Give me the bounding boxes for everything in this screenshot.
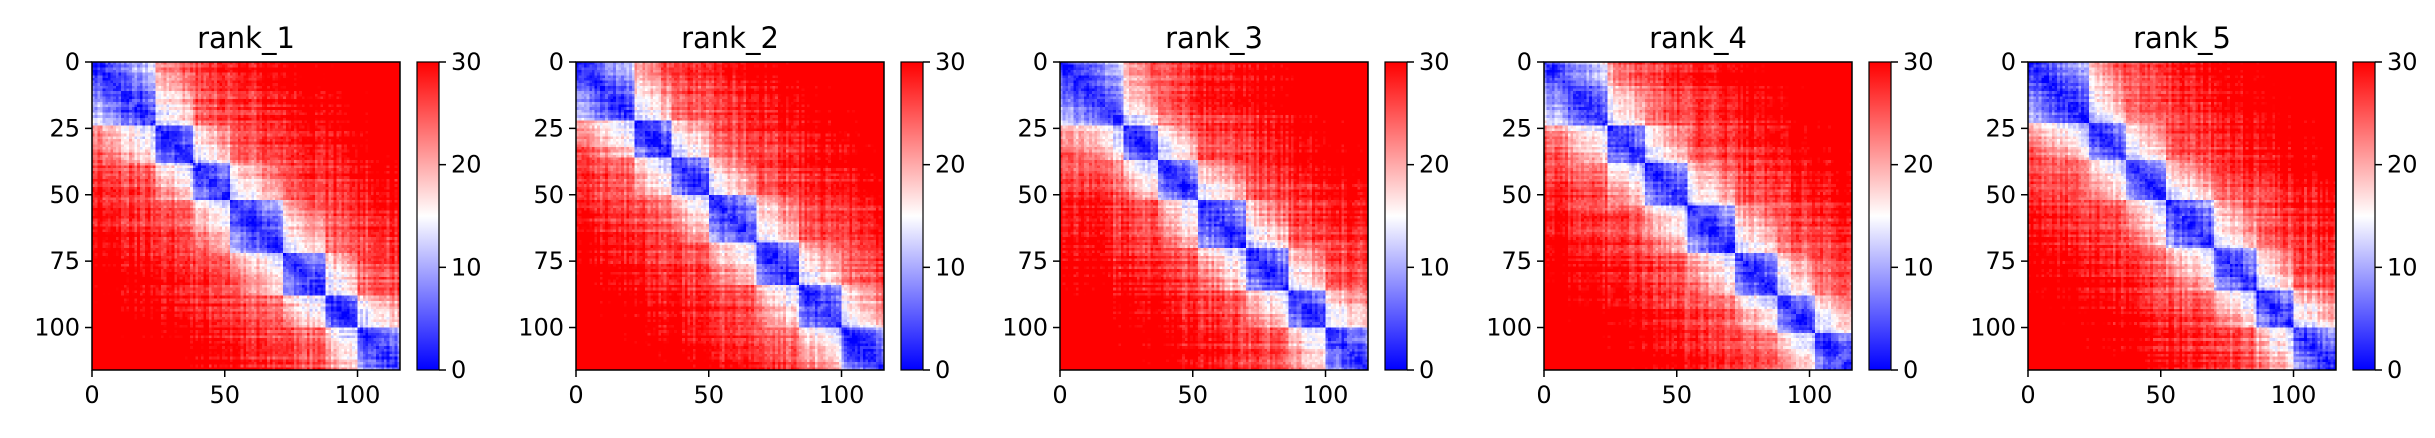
heatmap-panel-1: rank_1 0 50 100 0 25 50 75 100 0 10 20 30	[34, 21, 481, 409]
heatmap-panel-4: rank_4 0 50 100 0 25 50 75 100 0 10 20 30	[1486, 21, 1933, 409]
y-tick-label: 0	[549, 48, 564, 76]
y-tick-label: 0	[2001, 48, 2016, 76]
colorbar-tick-label: 10	[1903, 253, 1934, 281]
colorbar	[2352, 61, 2376, 371]
colorbar-tick-label: 20	[935, 151, 966, 179]
axes-frame	[91, 61, 401, 371]
y-tick-label: 50	[1985, 181, 2016, 209]
x-tick-label: 50	[693, 381, 724, 409]
heatmap-image	[1060, 62, 1368, 370]
x-tick-label: 0	[84, 381, 99, 409]
y-tick-label: 50	[1017, 181, 1048, 209]
axes-frame	[2027, 61, 2337, 371]
colorbar-tick-label: 30	[935, 48, 966, 76]
y-tick-label: 100	[34, 314, 80, 342]
axes-frame	[575, 61, 885, 371]
y-tick-label: 25	[1017, 114, 1048, 142]
colorbar-tick-label: 0	[1903, 356, 1918, 384]
y-tick-label: 25	[49, 114, 80, 142]
colorbar-tick-label: 20	[1419, 151, 1450, 179]
colorbar-tick-label: 0	[1419, 356, 1434, 384]
colorbar-tick-label: 0	[451, 356, 466, 384]
heatmap-image	[1544, 62, 1852, 370]
x-tick-label: 100	[335, 381, 381, 409]
heatmap-image	[2028, 62, 2336, 370]
colorbar-tick-label: 0	[935, 356, 950, 384]
x-tick-label: 100	[1787, 381, 1833, 409]
colorbar-tick-label: 10	[1419, 253, 1450, 281]
axes-frame	[1543, 61, 1853, 371]
colorbar	[1868, 61, 1892, 371]
y-tick-label: 50	[533, 181, 564, 209]
colorbar-tick-label: 20	[1903, 151, 1934, 179]
heatmap-panel-3: rank_3 0 50 100 0 25 50 75 100 0 10 20 30	[1002, 21, 1449, 409]
x-tick-label: 100	[1303, 381, 1349, 409]
heatmap-image	[92, 62, 400, 370]
x-tick-label: 0	[1536, 381, 1551, 409]
chart-title: rank_4	[1649, 21, 1747, 55]
heatmap-panel-2: rank_2 0 50 100 0 25 50 75 100 0 10 20 30	[518, 21, 965, 409]
chart-title: rank_2	[681, 21, 779, 55]
colorbar	[900, 61, 924, 371]
colorbar-tick-label: 30	[1903, 48, 1934, 76]
colorbar-tick-label: 0	[2387, 356, 2402, 384]
y-tick-label: 25	[1501, 114, 1532, 142]
y-tick-label: 100	[518, 314, 564, 342]
axes-frame	[1059, 61, 1369, 371]
y-tick-label: 75	[1985, 247, 2016, 275]
y-tick-label: 0	[65, 48, 80, 76]
y-tick-label: 50	[1501, 181, 1532, 209]
x-tick-label: 0	[1052, 381, 1067, 409]
chart-title: rank_3	[1165, 21, 1263, 55]
y-tick-label: 0	[1517, 48, 1532, 76]
y-tick-label: 100	[1486, 314, 1532, 342]
colorbar	[1384, 61, 1408, 371]
y-tick-label: 75	[1501, 247, 1532, 275]
y-tick-label: 25	[533, 114, 564, 142]
y-tick-label: 100	[1970, 314, 2016, 342]
colorbar-tick-label: 20	[2387, 151, 2418, 179]
x-tick-label: 50	[1661, 381, 1692, 409]
chart-title: rank_5	[2133, 21, 2231, 55]
x-tick-label: 0	[568, 381, 583, 409]
heatmap-image	[576, 62, 884, 370]
x-tick-label: 100	[2271, 381, 2317, 409]
colorbar-tick-label: 10	[935, 253, 966, 281]
x-tick-label: 100	[819, 381, 865, 409]
colorbar-tick-label: 30	[451, 48, 482, 76]
x-tick-label: 50	[209, 381, 240, 409]
colorbar	[416, 61, 440, 371]
y-tick-label: 75	[1017, 247, 1048, 275]
colorbar-tick-label: 30	[2387, 48, 2418, 76]
x-tick-label: 50	[1177, 381, 1208, 409]
colorbar-tick-label: 10	[451, 253, 482, 281]
y-tick-label: 50	[49, 181, 80, 209]
colorbar-tick-label: 30	[1419, 48, 1450, 76]
x-tick-label: 50	[2145, 381, 2176, 409]
y-tick-label: 75	[49, 247, 80, 275]
y-tick-label: 25	[1985, 114, 2016, 142]
y-tick-label: 0	[1033, 48, 1048, 76]
colorbar-tick-label: 10	[2387, 253, 2418, 281]
x-tick-label: 0	[2020, 381, 2035, 409]
colorbar-tick-label: 20	[451, 151, 482, 179]
y-tick-label: 75	[533, 247, 564, 275]
y-tick-label: 100	[1002, 314, 1048, 342]
heatmap-panel-5: rank_5 0 50 100 0 25 50 75 100 0 10 20 30	[1970, 21, 2417, 409]
chart-title: rank_1	[197, 21, 295, 55]
